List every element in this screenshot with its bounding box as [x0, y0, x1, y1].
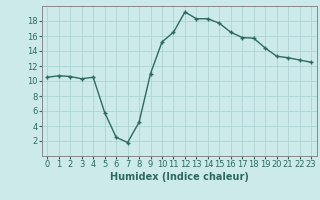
X-axis label: Humidex (Indice chaleur): Humidex (Indice chaleur) — [110, 172, 249, 182]
